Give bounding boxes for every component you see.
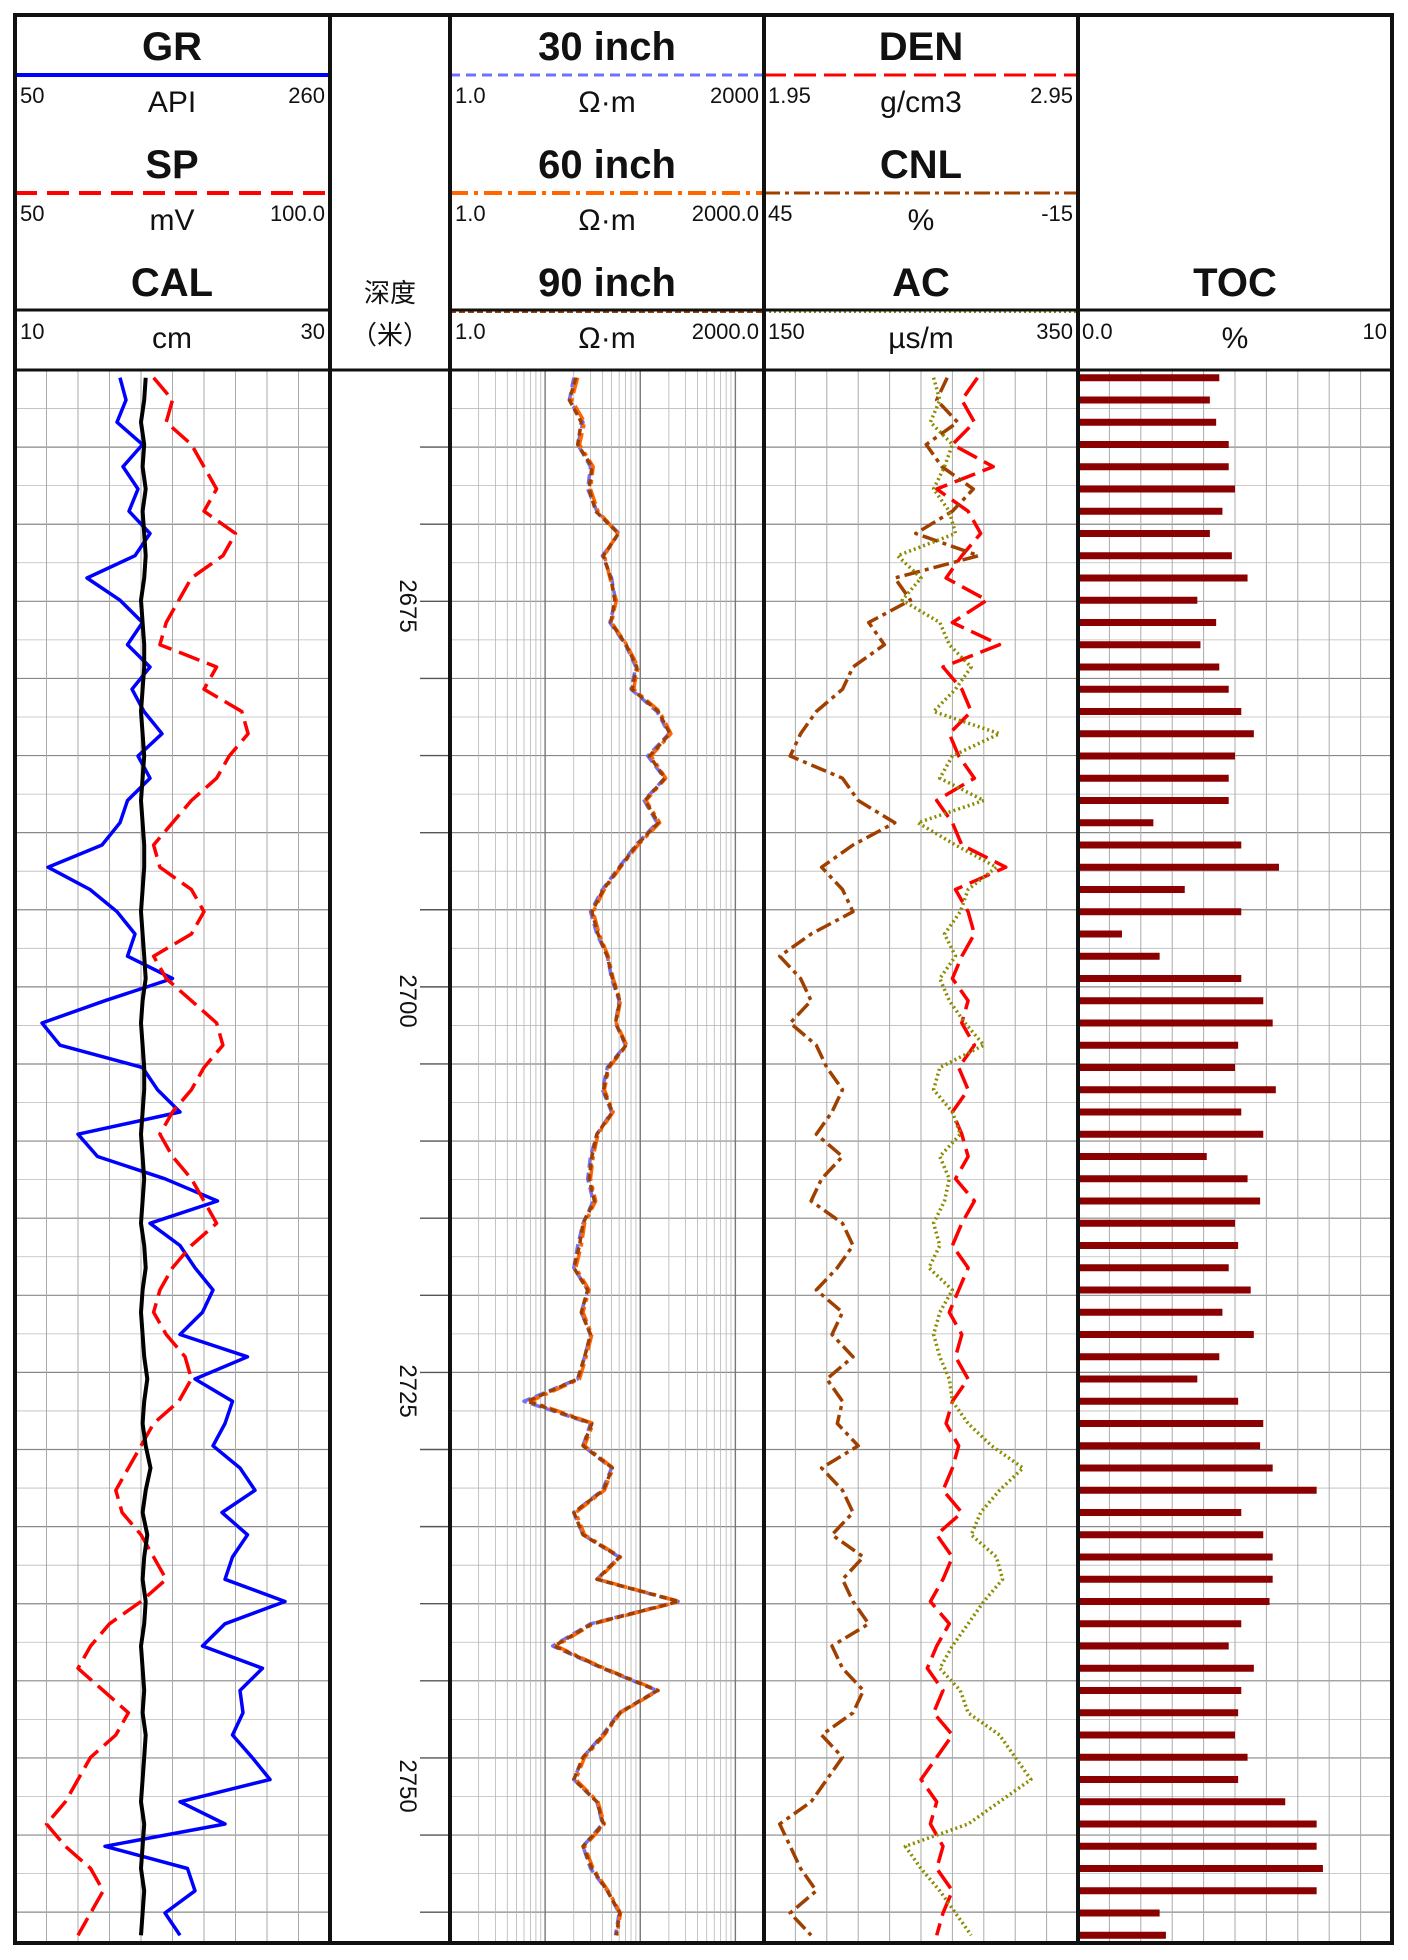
gr-curve (40, 377, 287, 1937)
depth-tick-label: 2750 (394, 1759, 421, 1812)
den-min: 1.95 (768, 83, 811, 108)
res30-unit: Ω·m (578, 86, 635, 119)
cnl-max: -15 (1041, 201, 1073, 226)
ac-unit: µs/m (888, 322, 954, 355)
ac-curve (895, 377, 1033, 1937)
cal-min: 10 (20, 319, 44, 344)
res60-unit: Ω·m (578, 204, 635, 237)
ac-min: 150 (768, 319, 805, 344)
cnl-title: CNL (880, 143, 962, 187)
cal-title: CAL (131, 261, 213, 305)
60-inch-curve (528, 377, 682, 1936)
den-unit: g/cm3 (880, 86, 962, 119)
cnl-curve (777, 376, 981, 1937)
gr-title: GR (142, 25, 202, 69)
ac-max: 350 (1036, 319, 1073, 344)
ac-title: AC (892, 261, 950, 305)
frame (13, 13, 1394, 1945)
cal-unit: cm (152, 322, 192, 355)
depth-tick-label: 2675 (394, 579, 421, 632)
sp-unit: mV (150, 204, 195, 237)
res30-title: 30 inch (538, 25, 676, 69)
res90-max: 2000.0 (692, 319, 759, 344)
den-curve (919, 376, 1008, 1936)
sp-min: 50 (20, 201, 44, 226)
gr-min: 50 (20, 83, 44, 108)
cal-curve (139, 377, 153, 1936)
toc-title: TOC (1193, 261, 1277, 305)
depth-label: 深度 (364, 279, 416, 309)
30-inch-curve (522, 377, 680, 1936)
res90-min: 1.0 (455, 319, 486, 344)
res60-min: 1.0 (455, 201, 486, 226)
depth-unit-label: （米） (351, 321, 429, 351)
gr-max: 260 (288, 83, 325, 108)
toc-max: 10 (1363, 319, 1387, 344)
depth-tick-label: 2700 (394, 974, 421, 1027)
gr-unit: API (148, 86, 196, 119)
curve-layer (40, 374, 1323, 1939)
grid-layer (15, 369, 1392, 1943)
cnl-unit: % (908, 204, 935, 237)
toc-min: 0.0 (1082, 319, 1113, 344)
cal-max: 30 (301, 319, 325, 344)
res60-max: 2000.0 (692, 201, 759, 226)
toc-unit: % (1222, 322, 1249, 355)
res60-title: 60 inch (538, 143, 676, 187)
res90-title: 90 inch (538, 261, 676, 305)
res30-min: 1.0 (455, 83, 486, 108)
90-inch-curve (525, 377, 681, 1936)
cnl-min: 45 (768, 201, 792, 226)
den-title: DEN (879, 25, 963, 69)
depth-tick-label: 2725 (394, 1364, 421, 1417)
sp-title: SP (145, 143, 198, 187)
den-max: 2.95 (1030, 83, 1073, 108)
res90-unit: Ω·m (578, 322, 635, 355)
sp-max: 100.0 (270, 201, 325, 226)
sp-curve (44, 376, 250, 1937)
res30-max: 2000 (710, 83, 759, 108)
